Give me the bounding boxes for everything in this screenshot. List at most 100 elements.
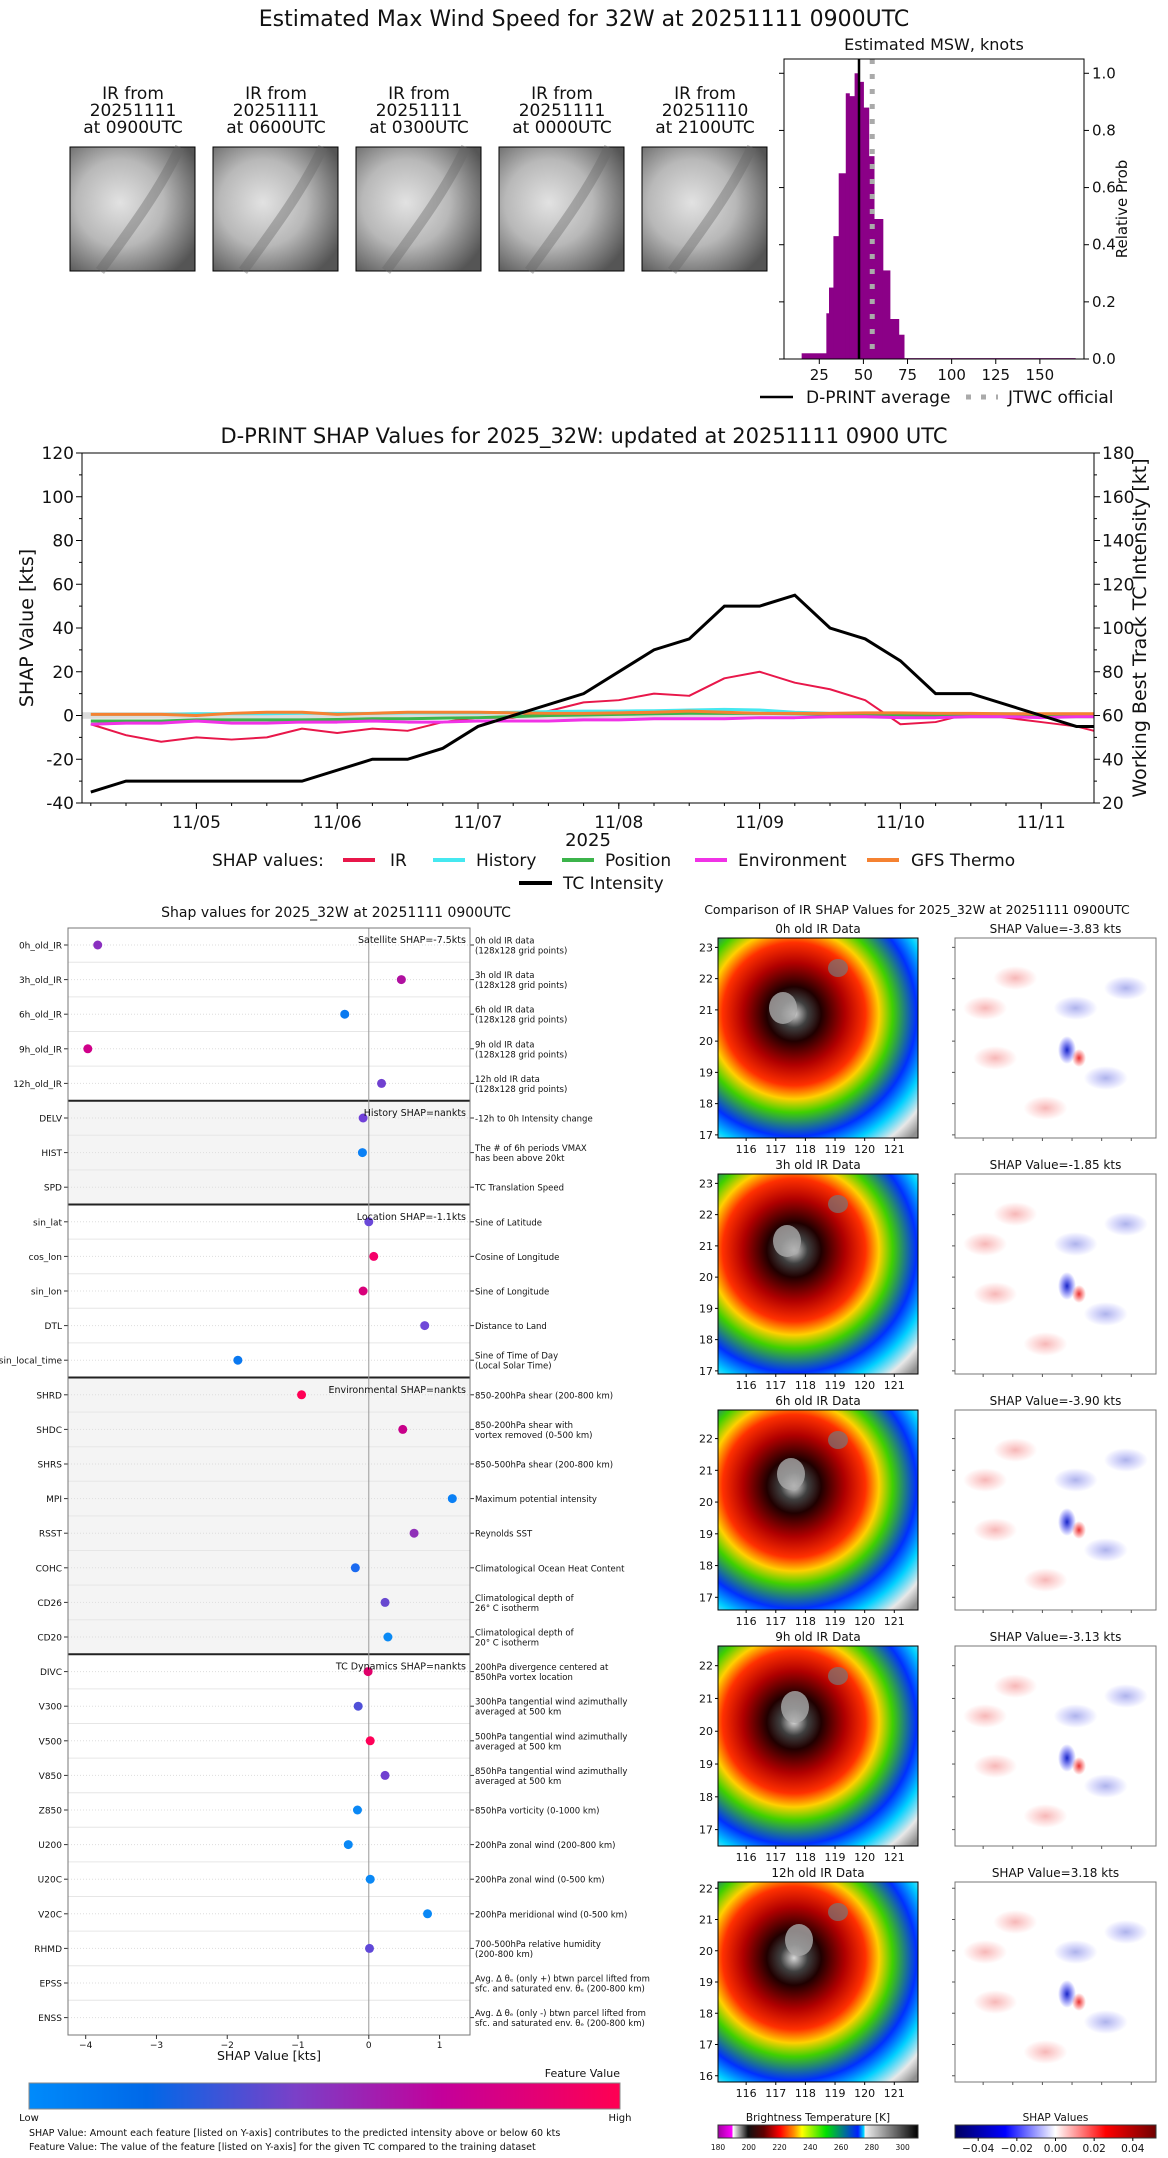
bt-tick-label: 220 [772, 2143, 787, 2152]
y-right-tick-label: 20 [1102, 794, 1124, 814]
histogram-frame [783, 58, 1085, 360]
y-tick-label: 18 [699, 1098, 713, 1111]
feature-label: RSST [39, 1530, 63, 1540]
x-tick-label: 119 [825, 1851, 846, 1864]
shap-frame [954, 1645, 1157, 1847]
shap-blob [1103, 1448, 1148, 1472]
histogram-bar [859, 81, 864, 359]
ir-frame [717, 937, 919, 1139]
histogram-bar [845, 93, 850, 360]
y-tick-label: 23 [699, 1177, 713, 1190]
x-tick-label: 120 [854, 1851, 875, 1864]
shap-point [420, 1321, 430, 1331]
thumbnail-title: IR from [388, 84, 450, 104]
feature-description: Sine of Longitude [475, 1288, 549, 1298]
feature-description: vortex removed (0-500 km) [475, 1431, 592, 1441]
feature-description: 850hPa vortex location [475, 1673, 573, 1683]
shap-point [365, 1874, 375, 1884]
y-tick-label: 120 [42, 444, 74, 464]
shap-blob [963, 1940, 1008, 1964]
shap-point [363, 1667, 373, 1677]
x-tick-label: 116 [736, 1143, 757, 1156]
ir-row: 6h old IR Data SHAP Value=-3.90 kts 116 117… [699, 1394, 1157, 1628]
shap-blob [1023, 1804, 1068, 1828]
y-right-tick-label: 40 [1102, 750, 1124, 770]
bt-tick-label: 180 [711, 2143, 726, 2152]
histogram-bar [889, 319, 900, 359]
ir-image [718, 1174, 918, 1374]
feature-description: Avg. Δ θₑ (only +) btwn parcel lifted fr… [475, 1975, 650, 1985]
ir-thumbnail-image [69, 146, 196, 272]
y-tick-label: 0.4 [1092, 236, 1116, 254]
feature-label: 0h_old_IR [19, 942, 62, 952]
shap-blob [1103, 1684, 1148, 1708]
shap-blob-center [1072, 1993, 1086, 2011]
ir-image [718, 938, 918, 1138]
x-tick-label: 11/09 [735, 813, 784, 833]
feature-label: DTL [45, 1322, 62, 1332]
y-axis-label: SHAP Value [kts] [16, 549, 38, 707]
feature-label: V20C [38, 1910, 62, 1920]
thumbnail-title: IR from [245, 84, 307, 104]
x-tick-label: 120 [854, 1143, 875, 1156]
shap-blob-center [1072, 1521, 1086, 1539]
shap-blob [963, 1704, 1008, 1728]
y-tick-label: -20 [46, 750, 74, 770]
y-tick-label: 17 [699, 1591, 713, 1604]
y-right-axis-label: Working Best Track TC Intensity [kt] [1129, 458, 1151, 797]
y-tick-label: 22 [699, 1660, 713, 1673]
x-tick-label: 50 [854, 366, 873, 384]
x-axis-label: SHAP Value [kts] [217, 2048, 321, 2063]
x-tick-label: 1 [437, 2041, 443, 2051]
x-tick-label: 117 [765, 1379, 786, 1392]
shap-point [352, 1805, 362, 1815]
y-tick-label: 19 [699, 1976, 713, 1989]
histogram-bar [882, 270, 891, 359]
shap-point [343, 1840, 353, 1850]
section-shap-label: TC Dynamics SHAP=nankts [335, 1662, 466, 1673]
shap-blob-center [1058, 1272, 1076, 1300]
brightness-temperature-colorbar [717, 2124, 919, 2139]
ir-thumbnail-image [355, 146, 482, 272]
y-tick-label: 19 [699, 1066, 713, 1079]
shap-blob [1023, 1096, 1068, 1120]
shap-point [365, 1736, 375, 1746]
x-tick-label: 117 [765, 1851, 786, 1864]
feature-label: MPI [46, 1495, 62, 1505]
cold-cloud-top [777, 1458, 805, 1490]
feature-description: The # of 6h periods VMAX [474, 1144, 587, 1154]
cloud-band [381, 144, 471, 274]
y-tick-label: 20 [699, 1725, 713, 1738]
bt-tick-label: 280 [865, 2143, 880, 2152]
feature-description: -12h to 0h Intensity change [475, 1115, 593, 1125]
y-tick-label: 0 [63, 707, 74, 727]
feature-description: (128x128 grid points) [475, 947, 567, 957]
thumbnail-title: at 0600UTC [226, 118, 325, 138]
y-right-tick-label: 100 [1102, 619, 1134, 639]
cloud-band [667, 144, 757, 274]
shap-point [357, 1148, 367, 1158]
ir-thumbnail-image [498, 146, 625, 272]
feature-shap-plot: Shap values for 2025_32W at 20251111 090… [0, 905, 650, 2153]
shap-point [396, 975, 406, 985]
shap-blob-center [1072, 1285, 1086, 1303]
thumbnail-title: 20251111 [376, 101, 463, 121]
shap-point [83, 1044, 93, 1054]
bt-tick-label: 300 [895, 2143, 910, 2152]
x-tick-label: 75 [898, 366, 917, 384]
feature-description: 200hPa zonal wind (200-800 km) [475, 1841, 615, 1851]
section-shap-label: History SHAP=nankts [364, 1108, 466, 1119]
shap-point [380, 1597, 390, 1607]
shap-point [358, 1286, 368, 1296]
cold-cloud-top [828, 959, 848, 977]
cloud-band [524, 144, 614, 274]
ir-panel-title: 12h old IR Data [771, 1866, 864, 1880]
shap-point [93, 940, 103, 950]
histogram-bar [874, 219, 884, 359]
ir-frame [717, 1409, 919, 1611]
footnote: SHAP Value: Amount each feature [listed … [29, 2128, 560, 2139]
bt-tick-label: 260 [834, 2143, 849, 2152]
legend-label: D-PRINT average [806, 388, 950, 408]
